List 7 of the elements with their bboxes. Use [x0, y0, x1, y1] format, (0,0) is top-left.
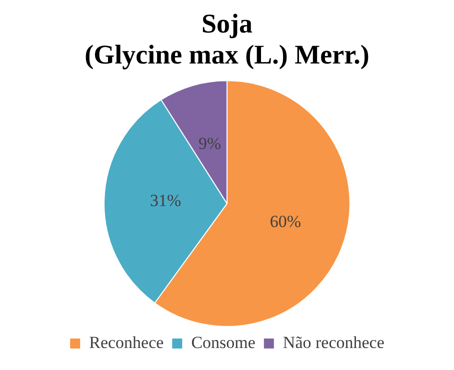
chart-title: Soja (Glycine max (L.) Merr.)	[84, 8, 370, 70]
data-label: 60%	[270, 212, 302, 232]
legend-label: Não reconhece	[282, 332, 384, 352]
data-label: 31%	[150, 191, 182, 210]
legend-label: Reconhece	[89, 332, 164, 352]
legend-label: Consome	[191, 332, 256, 352]
data-label: 9%	[198, 134, 222, 153]
